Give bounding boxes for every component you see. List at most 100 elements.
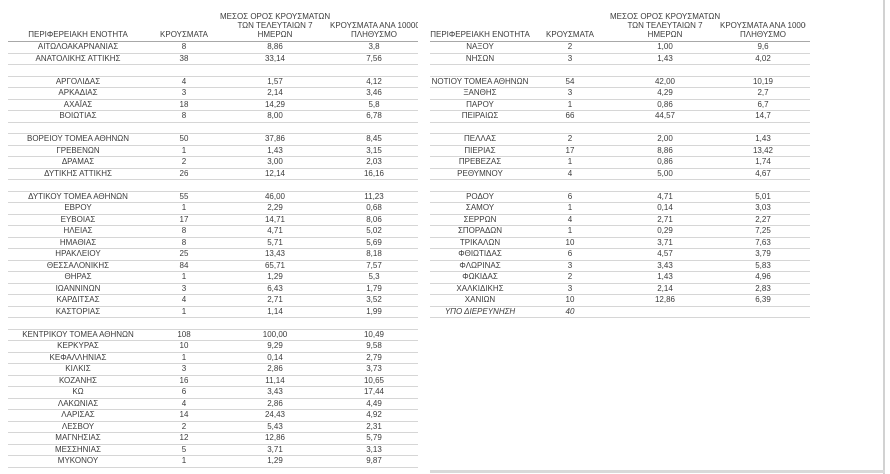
table-row: ΜΑΓΝΗΣΙΑΣ 12 12,86 5,79 [8,433,418,445]
per100k-value: 13,42 [752,145,774,155]
per100k-value: 7,56 [366,53,382,63]
region-name: ΔΡΑΜΑΣ [61,157,95,167]
avg7-value: 44,57 [654,111,676,121]
avg7-value: 5,00 [657,168,673,178]
avg7-value: 8,86 [657,145,673,155]
region-name: ΚΩ [72,387,84,397]
per100k-value: 3,46 [366,88,382,98]
avg7-value: 13,43 [264,249,286,259]
region-name: ΚΑΣΤΟΡΙΑΣ [55,306,101,316]
cases-value: 1 [567,99,573,109]
col-header-per100k-line2: ΠΛΗΘΥΣΜΟ [739,30,787,39]
table-row: ΚΑΡΔΙΤΣΑΣ 4 2,71 3,52 [8,295,418,307]
per100k-value: 4,12 [366,76,382,86]
per100k-value: 2,03 [366,157,382,167]
table-row: ΔΥΤΙΚΗΣ ΑΤΤΙΚΗΣ 26 12,14 16,16 [8,169,418,180]
avg7-value: 46,00 [264,191,286,201]
cases-value: 8 [181,237,187,247]
per100k-value: 6,39 [755,295,771,305]
cases-value: 10 [565,237,575,247]
cases-value: 8 [181,111,187,121]
region-name: ΙΩΑΝΝΙΝΩΝ [55,283,101,293]
cases-value: 1 [567,203,573,213]
region-name: ΑΡΓΟΛΙΔΑΣ [55,76,101,86]
region-name: ΕΥΒΟΙΑΣ [60,214,96,224]
table-row: ΑΧΑΪΑΣ 18 14,29 5,8 [8,99,418,111]
page-edge-bottom [430,470,885,473]
table-row: ΠΕΙΡΑΙΩΣ 66 44,57 14,7 [430,111,810,123]
per100k-value: 2,79 [366,352,382,362]
avg7-value: 3,43 [657,260,673,270]
cases-value: 17 [179,214,189,224]
region-name: ΒΟΙΩΤΙΑΣ [59,111,97,121]
per100k-value: 10,65 [363,375,385,385]
col-header-per100k: ΚΡΟΥΣΜΑΤΑ ΑΝΑ 100000 ΠΛΗΘΥΣΜΟ [330,21,418,39]
col-header-avg7-line3: ΗΜΕΡΩΝ [647,30,683,39]
cases-value: 1 [181,203,187,213]
table-row: ΜΥΚΟΝΟΥ 1 1,29 9,87 [8,456,418,468]
region-name: ΞΑΝΘΗΣ [463,88,497,98]
cases-value: 6 [567,191,573,201]
table-row: ΚΙΛΚΙΣ 3 2,86 3,73 [8,364,418,376]
cases-value: 66 [565,111,575,121]
cases-value: 4 [567,168,573,178]
region-name: ΠΑΡΟΥ [466,99,494,109]
table-row: ΑΙΤΩΛΟΑΚΑΡΝΑΝΙΑΣ 8 8,86 3,8 [8,42,418,54]
region-name: ΓΡΕΒΕΝΩΝ [56,145,100,155]
avg7-value: 5,43 [267,421,283,431]
page-edge-right [883,0,885,474]
avg7-value: 3,00 [267,157,283,167]
cases-value: 3 [567,88,573,98]
region-name: ΑΡΚΑΔΙΑΣ [58,88,98,98]
cases-value: 8 [181,42,187,52]
per100k-value: 17,44 [363,387,385,397]
region-name: ΘΗΡΑΣ [64,272,92,282]
cases-value: 1 [181,272,187,282]
region-name: ΜΕΣΣΗΝΙΑΣ [55,444,101,454]
cases-value: 1 [181,456,187,466]
table-row: ΛΕΣΒΟΥ 2 5,43 2,31 [8,421,418,433]
cases-value: 108 [177,329,191,339]
table-row: ΦΩΚΙΔΑΣ 2 1,43 4,96 [430,272,810,284]
table-row: ΝΟΤΙΟΥ ΤΟΜΕΑ ΑΘΗΝΩΝ 54 42,00 10,19 [430,77,810,88]
per100k-value: 8,06 [366,214,382,224]
region-name: ΣΕΡΡΩΝ [463,214,497,224]
per100k-value: 4,67 [755,168,771,178]
col-header-region: ΠΕΡΙΦΕΡΕΙΑΚΗ ΕΝΟΤΗΤΑ [28,30,128,39]
spacer-row [8,65,418,77]
avg7-value: 2,29 [267,203,283,213]
cases-value: 6 [567,249,573,259]
avg7-value: 24,43 [264,410,286,420]
region-name: ΥΠΟ ΔΙΕΡΕΥΝΗΣΗ [444,306,516,316]
cases-value: 14 [179,410,189,420]
cases-value: 18 [179,99,189,109]
cases-value: 4 [181,398,187,408]
table-header: ΠΕΡΙΦΕΡΕΙΑΚΗ ΕΝΟΤΗΤΑ ΚΡΟΥΣΜΑΤΑ ΜΕΣΟΣ ΟΡΟ… [430,12,810,42]
avg7-value: 2,71 [657,214,673,224]
table-row: ΕΒΡΟΥ 1 2,29 0,68 [8,203,418,215]
avg7-value: 14,29 [264,99,286,109]
cases-value: 8 [181,226,187,236]
avg7-value: 1,14 [267,306,283,316]
avg7-value: 5,71 [267,237,283,247]
per100k-value: 7,25 [755,226,771,236]
spacer-row [8,318,418,330]
table-row: ΑΝΑΤΟΛΙΚΗΣ ΑΤΤΙΚΗΣ 38 33,14 7,56 [8,53,418,65]
region-name: ΗΡΑΚΛΕΙΟΥ [55,249,101,259]
table-header: ΠΕΡΙΦΕΡΕΙΑΚΗ ΕΝΟΤΗΤΑ ΚΡΟΥΣΜΑΤΑ ΜΕΣΟΣ ΟΡΟ… [8,12,418,42]
col-header-per100k-line1: ΚΡΟΥΣΜΑΤΑ ΑΝΑ 100000 [720,21,806,30]
col-header-avg7-line1: ΜΕΣΟΣ ΟΡΟΣ ΚΡΟΥΣΜΑΤΩΝ [610,12,720,21]
avg7-value: 0,14 [267,352,283,362]
per100k-value: 5,02 [366,226,382,236]
cases-value: 3 [567,53,573,63]
per100k-value: 3,73 [366,364,382,374]
table-row: ΙΩΑΝΝΙΝΩΝ 3 6,43 1,79 [8,283,418,295]
per100k-value: 3,79 [755,249,771,259]
table-row: ΔΥΤΙΚΟΥ ΤΟΜΕΑ ΑΘΗΝΩΝ 55 46,00 11,23 [8,191,418,203]
region-name: ΦΛΩΡΙΝΑΣ [459,260,501,270]
avg7-value: 4,71 [657,191,673,201]
per100k-value: 5,8 [368,99,380,109]
region-name: ΔΥΤΙΚΟΥ ΤΟΜΕΑ ΑΘΗΝΩΝ [28,191,128,201]
per100k-value: 4,92 [366,410,382,420]
per100k-value: 7,57 [366,260,382,270]
